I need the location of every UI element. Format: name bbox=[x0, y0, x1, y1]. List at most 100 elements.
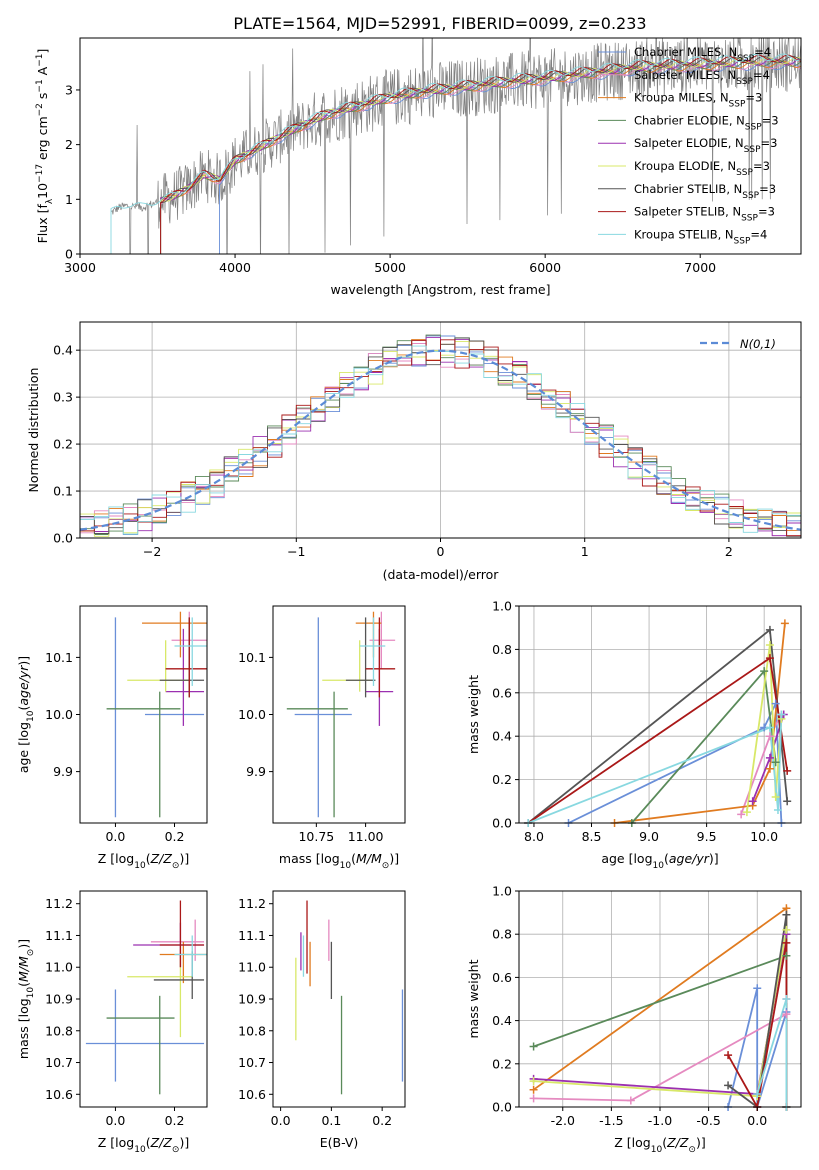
mass-weight-point bbox=[782, 925, 791, 934]
y-tick-label: 0.4 bbox=[53, 343, 73, 358]
y-tick-label: 2 bbox=[65, 137, 73, 152]
spectrum-panel: 3000 4000 5000 6000 7000 0 1 2 3 wavelength [Angs… bbox=[35, 37, 802, 297]
x-tick-label: 5000 bbox=[374, 260, 406, 275]
y-tick-label: 0.4 bbox=[492, 729, 512, 744]
y-tick-label: 10.9 bbox=[238, 992, 266, 1007]
mass-weight-point bbox=[765, 654, 774, 663]
y-tick-label: 1.0 bbox=[492, 884, 512, 899]
y-axis-label: Normed distribution bbox=[26, 368, 41, 493]
x-tick-label: 9.5 bbox=[697, 829, 717, 844]
mass-weight-vs-Z-panel: -2.0 -1.5 -1.0 -0.5 0.0 0.0 0.2 0.4 0.6 0.8 1.0 Z [… bbox=[466, 884, 802, 1155]
model-spectrum-line bbox=[160, 59, 801, 254]
y-tick-label: 10.0 bbox=[45, 707, 73, 722]
mass-vs-Z-panel: 0.0 0.2 10.6 10.7 10.8 10.9 11.0 11.1 11.2 Z [log… bbox=[16, 890, 208, 1155]
model-spectrum-line bbox=[160, 55, 801, 254]
y-tick-label: 0.3 bbox=[53, 390, 73, 405]
y-tick-label: 11.1 bbox=[238, 928, 266, 943]
y-tick-label: 10.6 bbox=[45, 1087, 73, 1102]
model-spectrum-line bbox=[110, 53, 800, 254]
axes-frame bbox=[79, 37, 802, 255]
mass-weight-point bbox=[771, 792, 780, 801]
mass-weight-point bbox=[782, 951, 791, 960]
y-tick-label: 11.0 bbox=[238, 960, 266, 975]
x-tick-label: -1.5 bbox=[599, 1113, 623, 1128]
y-tick-label: 11.1 bbox=[45, 928, 73, 943]
legend-entry: Salpeter ELODIE, NSSP=3 bbox=[634, 136, 777, 155]
mass-weight-point bbox=[737, 810, 746, 819]
spectrum-legend: Chabrier MILES, NSSP=4 Salpeter MILES, NS… bbox=[598, 45, 779, 246]
y-tick-label: 1.0 bbox=[492, 599, 512, 614]
legend-entry: Chabrier MILES, NSSP=4 bbox=[634, 45, 771, 64]
normal-curve bbox=[80, 349, 801, 531]
y-tick-label: 0.6 bbox=[492, 685, 512, 700]
mass-weight-line bbox=[527, 714, 783, 823]
x-tick-label: 8.0 bbox=[524, 829, 544, 844]
mass-weight-point bbox=[771, 758, 780, 767]
plot-area bbox=[295, 900, 404, 1095]
mass-weight-point bbox=[782, 938, 791, 947]
axes-frame bbox=[272, 890, 406, 1108]
mass-weight-point bbox=[748, 797, 757, 806]
y-tick-label: 0.0 bbox=[492, 816, 512, 831]
x-tick-label: −2 bbox=[143, 544, 161, 559]
plot-area bbox=[527, 623, 789, 823]
mass-weight-point bbox=[782, 910, 791, 919]
x-tick-label: 7000 bbox=[684, 260, 716, 275]
mass-weight-point bbox=[782, 995, 791, 1003]
plot-area bbox=[110, 38, 801, 254]
x-axis-label: Z [log10(Z/Z⊙)] bbox=[614, 1135, 705, 1155]
mass-weight-point bbox=[753, 1090, 762, 1099]
mass-weight-point bbox=[782, 1010, 791, 1019]
y-tick-label: 0.8 bbox=[492, 642, 512, 657]
mass-weight-point bbox=[783, 766, 792, 775]
legend-entry: Kroupa MILES, NSSP=3 bbox=[634, 91, 762, 110]
x-tick-label: 1 bbox=[581, 544, 589, 559]
x-axis-label: wavelength [Angstrom, rest frame] bbox=[330, 282, 550, 297]
y-tick-label: 11.2 bbox=[45, 896, 73, 911]
mass-weight-point bbox=[626, 1096, 635, 1105]
mass-weight-point bbox=[783, 797, 792, 806]
x-tick-label: 0.2 bbox=[165, 1113, 185, 1128]
y-axis-label: age [log10(age/yr)] bbox=[16, 656, 36, 773]
x-tick-label: 3000 bbox=[64, 260, 96, 275]
mass-weight-point bbox=[771, 699, 780, 708]
legend-entry: Chabrier ELODIE, NSSP=3 bbox=[634, 113, 779, 132]
y-tick-label: 10.9 bbox=[45, 992, 73, 1007]
figure-title: PLATE=1564, MJD=52991, FIBERID=0099, z=0… bbox=[233, 14, 646, 33]
mass-weight-point bbox=[765, 723, 774, 732]
x-tick-label: 10.0 bbox=[750, 829, 778, 844]
legend-entry: Chabrier STELIB, NSSP=3 bbox=[634, 182, 776, 201]
mass-weight-point bbox=[724, 1051, 733, 1060]
y-tick-label: 0.0 bbox=[492, 1100, 512, 1115]
data-spectrum-line bbox=[110, 38, 801, 254]
y-tick-label: 10.1 bbox=[238, 650, 266, 665]
mass-weight-vs-age-panel: 8.0 8.5 9.0 9.5 10.0 0.0 0.2 0.4 0.6 0.8 1.0 age [l… bbox=[466, 599, 802, 871]
x-tick-label: 4000 bbox=[219, 260, 251, 275]
y-axis-label: mass weight bbox=[466, 675, 481, 754]
x-tick-label: 8.5 bbox=[582, 829, 602, 844]
mass-weight-point bbox=[753, 984, 762, 993]
y-tick-label: 10.8 bbox=[45, 1023, 73, 1038]
y-tick-label: 10.8 bbox=[238, 1023, 266, 1038]
mass-vs-EBV-panel: 0.0 0.1 0.2 10.6 10.7 10.8 10.9 11.0 11.1 11.2 E(B… bbox=[238, 890, 406, 1150]
x-tick-label: 0.1 bbox=[321, 1113, 341, 1128]
y-tick-label: 10.0 bbox=[238, 707, 266, 722]
y-tick-label: 0.1 bbox=[53, 484, 73, 499]
age-vs-mass-panel: 10.75 11.00 9.9 10.0 10.1 mass [log10(M/M⊙)] bbox=[238, 605, 406, 871]
mass-weight-point bbox=[529, 1077, 538, 1086]
x-tick-label: 0 bbox=[437, 544, 445, 559]
x-tick-label: 10.75 bbox=[298, 829, 334, 844]
mass-weight-point bbox=[777, 710, 786, 719]
y-tick-label: 1 bbox=[65, 192, 73, 207]
mass-weight-point bbox=[765, 764, 774, 773]
x-tick-label: 0.0 bbox=[105, 829, 125, 844]
axes-frame bbox=[79, 890, 208, 1108]
mass-weight-point bbox=[529, 1094, 538, 1103]
y-tick-label: 0.2 bbox=[492, 1056, 512, 1071]
y-tick-label: 11.0 bbox=[45, 960, 73, 975]
mass-weight-point bbox=[724, 1081, 733, 1090]
x-axis-label: E(B-V) bbox=[320, 1135, 359, 1150]
y-tick-label: 0 bbox=[65, 247, 73, 262]
y-tick-label: 10.6 bbox=[238, 1087, 266, 1102]
